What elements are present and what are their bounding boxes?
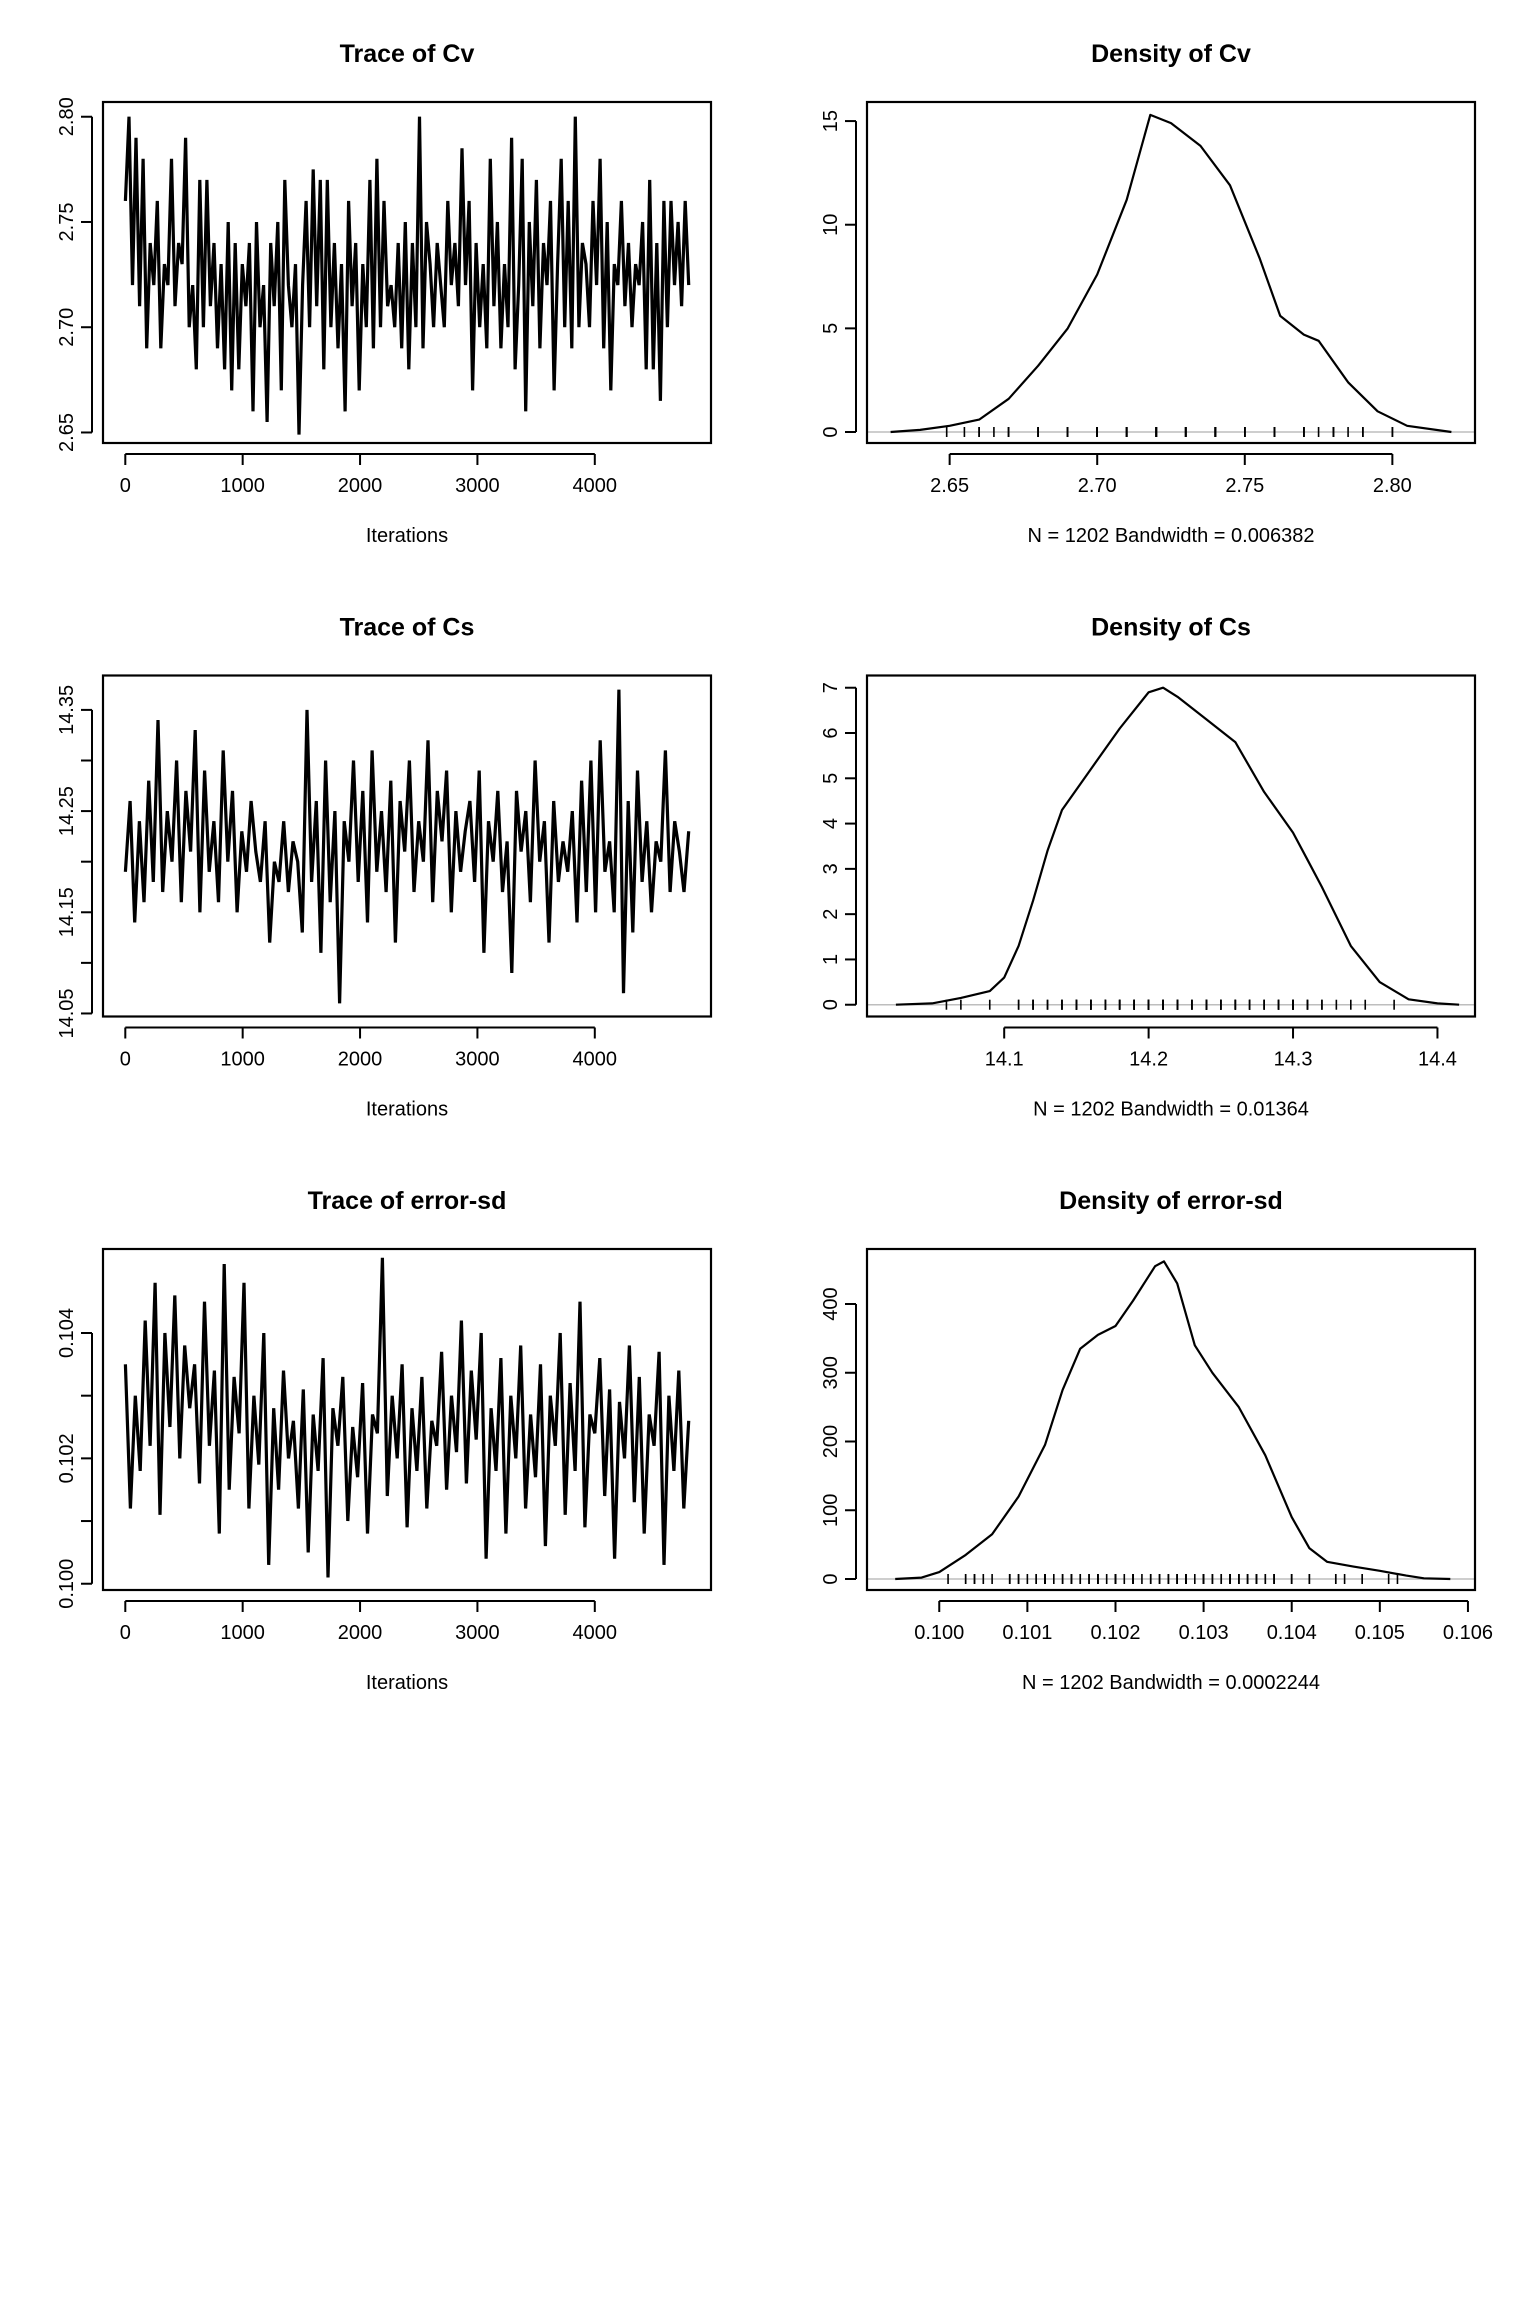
x-tick-label: 2000 (338, 475, 383, 497)
panel-density-of-cv: Density of Cv 2.65 2.70 2.75 2.80 N = 1202 Ba… (820, 40, 1477, 547)
x-tick-label: 14.3 (1274, 1049, 1313, 1071)
y-tick-label: 300 (820, 1356, 842, 1389)
y-tick-label: 14.15 (56, 887, 78, 937)
x-tick-label: 0.101 (1002, 1622, 1052, 1644)
x-tick-label: 0.100 (914, 1622, 964, 1644)
x-axis-label: N = 1202 Bandwidth = 0.01364 (1033, 1099, 1309, 1121)
panel-trace-of-cs: Trace of Cs 0 1000 2000 3000 4000 Iterations 14… (56, 614, 713, 1121)
plot-area (123, 1257, 691, 1578)
x-tick-label: 2000 (338, 1049, 383, 1071)
y-tick-label: 1 (820, 954, 842, 965)
x-tick-label: 4000 (573, 1622, 618, 1644)
y-tick-label: 15 (820, 110, 842, 132)
plot-frame (865, 100, 1477, 445)
panel-density-of-cs: Density of Cs 14.1 14.2 14.3 14.4 N = 1202 Ba… (820, 614, 1477, 1121)
x-tick-label: 0 (120, 1049, 131, 1071)
y-tick-label: 200 (820, 1425, 842, 1458)
x-tick-label: 4000 (573, 1049, 618, 1071)
y-tick-label: 0 (820, 426, 842, 437)
x-tick-label: 14.1 (985, 1049, 1024, 1071)
y-tick-label: 0 (820, 1573, 842, 1584)
x-axis-label: Iterations (366, 525, 448, 547)
x-tick-label: 14.2 (1129, 1049, 1168, 1071)
plot-area (867, 113, 1475, 438)
x-axis-label: N = 1202 Bandwidth = 0.0002244 (1022, 1672, 1320, 1694)
chart-title: Trace of error-sd (308, 1187, 507, 1215)
y-tick-label: 5 (820, 323, 842, 334)
x-tick-label: 0.104 (1267, 1622, 1317, 1644)
x-tick-label: 2.65 (930, 475, 969, 497)
plot-area (123, 116, 691, 435)
y-tick-label: 0.100 (56, 1559, 78, 1609)
x-tick-label: 0.106 (1443, 1622, 1493, 1644)
plot-frame (865, 674, 1477, 1018)
x-tick-label: 4000 (573, 475, 618, 497)
y-tick-label: 2.65 (56, 413, 78, 452)
y-tick-label: 0.102 (56, 1433, 78, 1483)
plot-area (867, 1260, 1475, 1584)
x-tick-label: 3000 (455, 475, 500, 497)
y-tick-label: 0.104 (56, 1308, 78, 1358)
trace-line (123, 689, 691, 1004)
x-tick-label: 0.105 (1355, 1622, 1405, 1644)
x-tick-label: 2.80 (1373, 475, 1412, 497)
y-tick-label: 14.05 (56, 988, 78, 1038)
plot-area (867, 686, 1475, 1010)
density-curve (890, 113, 1452, 434)
y-tick-label: 2.75 (56, 203, 78, 242)
plot-frame (865, 1247, 1477, 1592)
y-tick-label: 5 (820, 773, 842, 784)
panel-trace-of-error-sd: Trace of error-sd 0 1000 2000 3000 4000 Iterat… (56, 1187, 713, 1694)
x-tick-label: 0 (120, 1622, 131, 1644)
x-tick-label: 1000 (220, 475, 265, 497)
y-tick-label: 4 (820, 818, 842, 829)
x-tick-label: 2.75 (1225, 475, 1264, 497)
x-tick-label: 3000 (455, 1049, 500, 1071)
x-axis-label: Iterations (366, 1099, 448, 1121)
y-tick-label: 14.25 (56, 786, 78, 836)
y-tick-label: 100 (820, 1494, 842, 1527)
y-tick-label: 2 (820, 909, 842, 920)
y-tick-label: 7 (820, 682, 842, 693)
density-curve (895, 1260, 1451, 1581)
x-tick-label: 0.103 (1179, 1622, 1229, 1644)
x-axis-label: N = 1202 Bandwidth = 0.006382 (1028, 525, 1315, 547)
y-tick-label: 2.70 (56, 308, 78, 347)
chart-title: Trace of Cv (340, 40, 475, 68)
x-tick-label: 2000 (338, 1622, 383, 1644)
x-tick-label: 0.102 (1090, 1622, 1140, 1644)
density-curve (895, 686, 1460, 1006)
x-axis-label: Iterations (366, 1672, 448, 1694)
plot-frame (101, 1247, 713, 1592)
x-tick-label: 3000 (455, 1622, 500, 1644)
y-tick-label: 3 (820, 863, 842, 874)
y-tick-label: 14.35 (56, 685, 78, 735)
chart-title: Density of Cs (1091, 614, 1251, 642)
y-tick-label: 6 (820, 727, 842, 738)
y-tick-label: 400 (820, 1287, 842, 1320)
y-tick-label: 2.80 (56, 97, 78, 136)
y-tick-label: 0 (820, 999, 842, 1010)
panel-density-of-error-sd: Density of error-sd 0.100 0.101 0.102 0.103 0… (820, 1187, 1493, 1694)
x-tick-label: 2.70 (1078, 475, 1117, 497)
x-tick-label: 1000 (220, 1622, 265, 1644)
plot-frame (101, 100, 713, 445)
chart-title: Trace of Cs (340, 614, 475, 642)
x-tick-label: 1000 (220, 1049, 265, 1071)
x-tick-label: 0 (120, 475, 131, 497)
plot-area (123, 689, 691, 1004)
chart-title: Density of error-sd (1059, 1187, 1283, 1215)
x-tick-label: 14.4 (1418, 1049, 1457, 1071)
panel-trace-of-cv: Trace of Cv 0 1000 2000 3000 4000 Iterations 2.… (56, 40, 713, 547)
trace-line (123, 116, 691, 435)
y-tick-label: 10 (820, 214, 842, 236)
trace-line (123, 1257, 691, 1578)
plot-frame (101, 674, 713, 1018)
chart-title: Density of Cv (1091, 40, 1251, 68)
